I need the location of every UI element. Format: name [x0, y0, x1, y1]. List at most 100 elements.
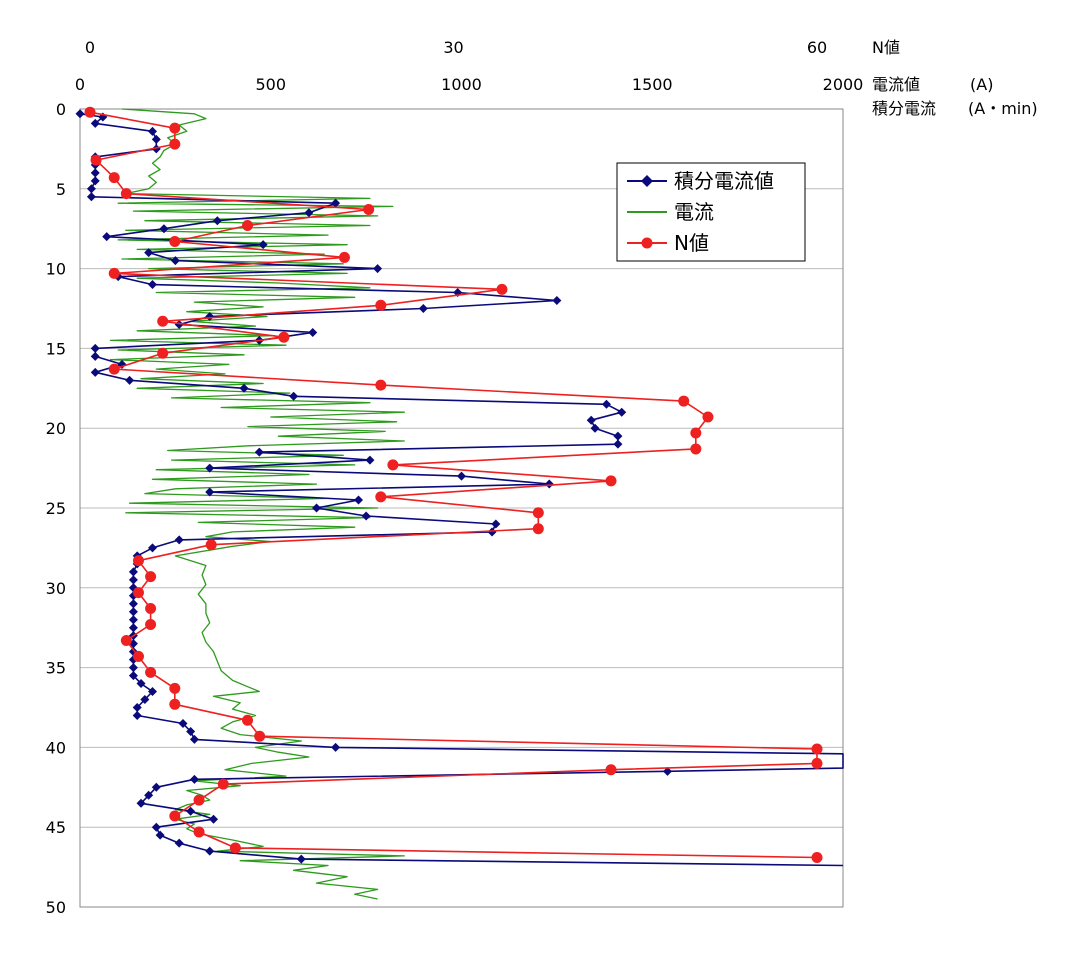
point-integral [296, 854, 306, 864]
point-n [145, 571, 157, 583]
point-integral [189, 734, 199, 744]
integral-axis-label: 積分電流 [872, 99, 936, 118]
current-axis-ticks: 0 500 1000 1500 2000 [75, 75, 863, 94]
point-integral [331, 198, 341, 208]
y-tick-label: 20 [46, 419, 66, 438]
point-integral [140, 695, 150, 705]
point-n [169, 235, 181, 247]
point-n [145, 666, 157, 678]
point-integral [189, 774, 199, 784]
y-tick-label: 35 [46, 659, 66, 678]
point-integral [331, 742, 341, 752]
current-tick-label: 2000 [823, 75, 864, 94]
point-n [605, 475, 617, 487]
y-tick-label: 10 [46, 260, 66, 279]
point-n [84, 106, 96, 118]
point-n [811, 743, 823, 755]
current-axis-unit: (A) [970, 75, 993, 94]
point-integral [90, 118, 100, 128]
point-n [132, 650, 144, 662]
point-n [811, 757, 823, 769]
point-integral [663, 766, 673, 776]
point-integral [289, 391, 299, 401]
current-tick-label: 500 [255, 75, 286, 94]
point-integral [86, 184, 96, 194]
point-n [145, 603, 157, 615]
point-integral [590, 423, 600, 433]
y-tick-label: 15 [46, 339, 66, 358]
point-integral [254, 447, 264, 457]
point-integral [136, 679, 146, 689]
point-integral [178, 718, 188, 728]
series-line-current [109, 108, 405, 900]
point-n [229, 842, 241, 854]
legend-marker-n [641, 237, 653, 249]
point-n [217, 778, 229, 790]
point-n [811, 852, 823, 864]
point-n [193, 826, 205, 838]
point-integral [174, 319, 184, 329]
point-n [605, 764, 617, 776]
point-integral [90, 367, 100, 377]
point-integral [90, 168, 100, 178]
point-integral [491, 519, 501, 529]
series-line-integral [79, 113, 844, 867]
point-integral [170, 256, 180, 266]
point-integral [159, 224, 169, 234]
point-integral [128, 663, 138, 673]
point-integral [128, 575, 138, 585]
point-integral [144, 790, 154, 800]
point-integral [144, 248, 154, 258]
point-integral [151, 782, 161, 792]
point-integral [147, 687, 157, 697]
current-tick-label: 1000 [441, 75, 482, 94]
point-n [338, 251, 350, 263]
point-integral [75, 109, 85, 119]
point-integral [552, 296, 562, 306]
point-integral [125, 375, 135, 385]
point-n [375, 379, 387, 391]
grid-lines [80, 188, 843, 828]
y-tick-label: 0 [56, 100, 66, 119]
point-n [108, 172, 120, 184]
point-integral [102, 232, 112, 242]
y-tick-label: 40 [46, 738, 66, 757]
point-integral [147, 543, 157, 553]
point-integral [128, 615, 138, 625]
point-integral [136, 798, 146, 808]
series-current [109, 108, 405, 900]
point-n [375, 491, 387, 503]
point-integral [151, 822, 161, 832]
point-n [496, 283, 508, 295]
point-n [242, 714, 254, 726]
point-n [678, 395, 690, 407]
point-integral [209, 814, 219, 824]
point-integral [617, 407, 627, 417]
point-integral [86, 192, 96, 202]
legend-marker-integral [641, 175, 653, 187]
point-n [120, 634, 132, 646]
point-n [157, 315, 169, 327]
point-integral [258, 240, 268, 250]
y-axis-ticks: 0 5 10 15 20 25 30 35 40 45 50 [46, 100, 66, 917]
point-n [375, 299, 387, 311]
y-tick-label: 5 [56, 180, 66, 199]
point-n [242, 220, 254, 232]
point-integral [353, 495, 363, 505]
legend: 積分電流値 電流 N値 [616, 162, 806, 262]
current-tick-label: 1500 [632, 75, 673, 94]
point-integral [544, 479, 554, 489]
point-integral [212, 216, 222, 226]
point-n [532, 523, 544, 535]
point-integral [147, 126, 157, 136]
point-n [532, 507, 544, 519]
point-n [278, 331, 290, 343]
point-integral [457, 471, 466, 481]
point-integral [128, 607, 138, 617]
n-tick-label: 0 [85, 38, 95, 57]
point-n [90, 154, 102, 166]
point-integral [90, 351, 100, 361]
point-n [254, 730, 266, 742]
point-integral [487, 527, 497, 537]
legend-entry-n: N値 [674, 231, 709, 255]
